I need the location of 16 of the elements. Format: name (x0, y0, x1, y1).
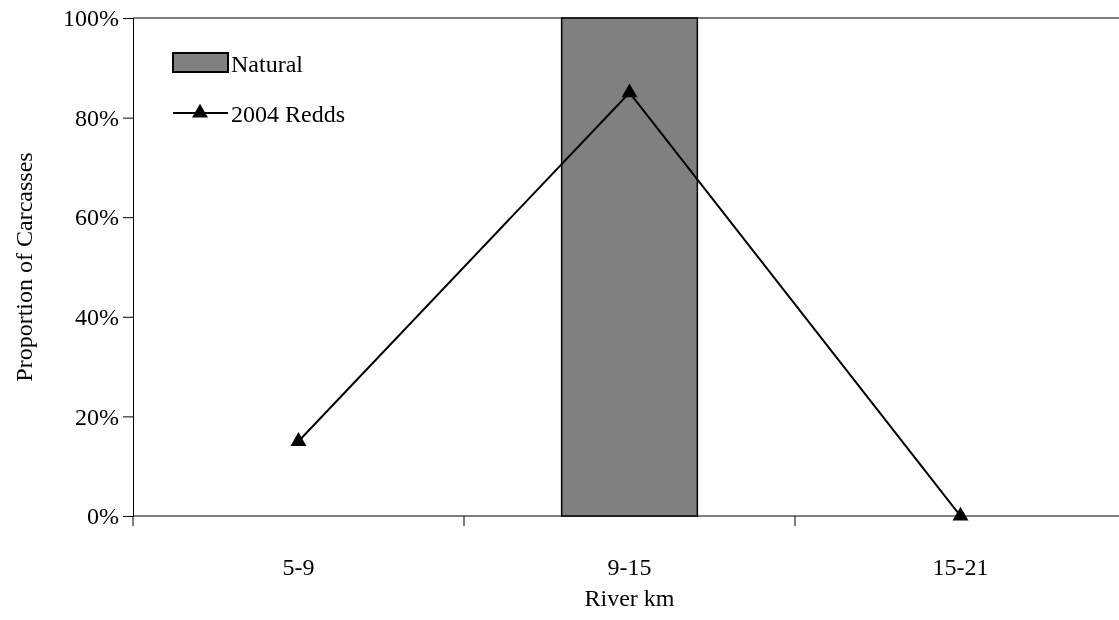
y-tick-label: 0% (87, 503, 119, 530)
legend-label: 2004 Redds (231, 101, 345, 127)
x-tick-label: 9-15 (607, 554, 652, 581)
y-tick-label: 20% (75, 403, 119, 430)
y-tick-label: 60% (75, 204, 119, 231)
y-tick-label: 100% (63, 5, 119, 32)
point (621, 83, 638, 98)
y-tick-label: 80% (75, 104, 119, 131)
legend-label: Natural (231, 51, 304, 77)
y-axis-title: Proportion of Carcasses (11, 152, 37, 382)
point (290, 432, 307, 446)
y-tick-label: 40% (75, 303, 119, 330)
x-axis-title: River km (584, 585, 675, 611)
point (952, 506, 969, 521)
x-tick-label: 15-21 (932, 554, 989, 581)
x-tick-label: 5-9 (282, 554, 315, 581)
